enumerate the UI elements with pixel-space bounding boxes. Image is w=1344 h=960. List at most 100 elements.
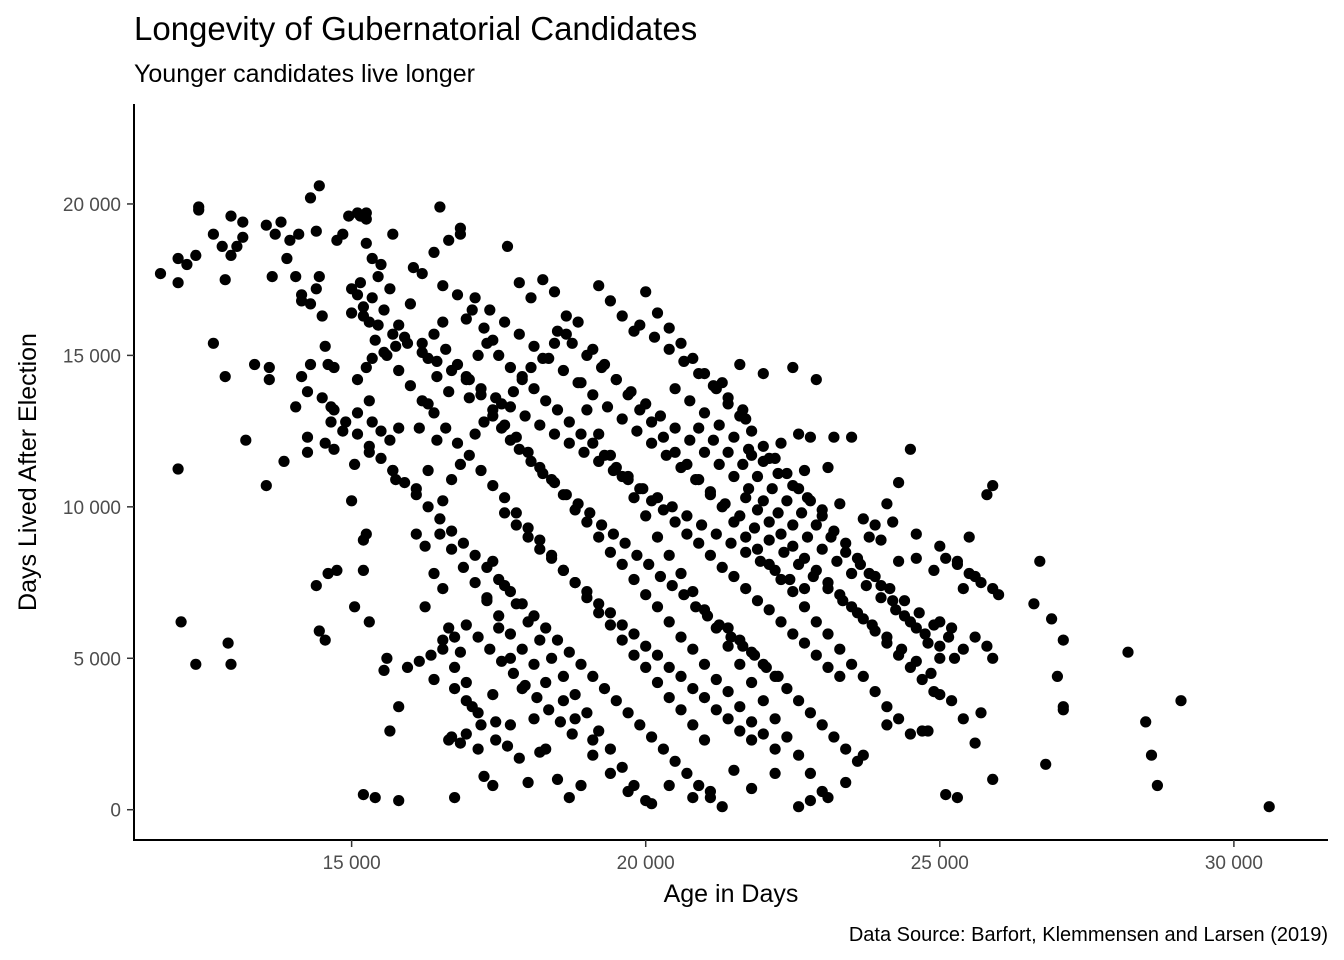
data-point — [604, 546, 617, 558]
data-point — [857, 613, 869, 625]
data-point — [928, 564, 940, 577]
data-point — [840, 776, 852, 789]
data-point — [446, 364, 458, 377]
data-point — [534, 634, 546, 646]
data-point — [460, 619, 472, 631]
data-point — [640, 589, 652, 601]
data-point — [446, 543, 458, 555]
data-point — [975, 707, 987, 719]
data-point — [510, 519, 522, 531]
data-point — [560, 310, 572, 322]
data-point — [713, 419, 725, 431]
data-point — [581, 349, 593, 361]
data-point — [481, 337, 493, 349]
data-point — [407, 262, 419, 274]
y-tick-label: 5 000 — [73, 649, 121, 670]
data-point — [675, 704, 687, 716]
data-point — [572, 377, 584, 389]
data-point — [528, 713, 540, 725]
y-tick-label: 10 000 — [63, 498, 121, 519]
data-point — [646, 437, 658, 449]
data-point — [748, 522, 761, 534]
data-point — [704, 486, 717, 498]
data-point — [443, 734, 455, 746]
data-point — [357, 564, 369, 577]
data-point — [610, 374, 622, 386]
data-point — [1145, 749, 1158, 761]
data-point — [440, 422, 452, 434]
data-point — [434, 201, 446, 213]
data-point — [769, 767, 781, 780]
data-point — [816, 719, 828, 731]
data-point — [810, 519, 822, 531]
data-point — [454, 737, 466, 749]
data-point — [596, 519, 608, 531]
data-point — [734, 358, 746, 371]
data-point — [781, 467, 793, 480]
data-point — [746, 716, 758, 728]
data-point — [313, 180, 325, 192]
data-point — [675, 567, 687, 580]
data-point — [772, 507, 784, 519]
data-point — [681, 510, 693, 522]
data-point — [596, 361, 608, 374]
data-point — [860, 580, 872, 592]
data-point — [610, 461, 622, 474]
data-point — [534, 534, 546, 546]
data-point — [887, 595, 899, 607]
data-point — [490, 392, 502, 404]
data-point — [622, 785, 634, 798]
data-point — [472, 743, 484, 755]
data-point — [769, 564, 781, 577]
data-point — [475, 719, 487, 731]
data-point — [716, 801, 728, 813]
data-point — [487, 404, 499, 416]
data-point — [499, 419, 511, 431]
data-point — [275, 216, 287, 228]
data-point — [560, 328, 572, 340]
data-point — [854, 558, 867, 571]
data-point — [951, 792, 964, 804]
data-point — [422, 501, 434, 513]
data-point — [207, 228, 219, 240]
data-point — [593, 725, 605, 737]
data-point — [625, 386, 637, 398]
data-point — [681, 528, 693, 540]
data-point — [237, 216, 249, 228]
data-point — [366, 252, 378, 265]
data-point — [587, 734, 599, 746]
data-point — [946, 622, 958, 634]
data-point — [981, 640, 993, 652]
data-point — [501, 740, 514, 752]
data-point — [328, 404, 340, 416]
data-point — [304, 358, 317, 371]
data-point — [225, 210, 237, 222]
data-point — [522, 531, 534, 543]
data-point — [787, 628, 799, 640]
data-point — [604, 607, 617, 619]
data-point — [390, 474, 402, 486]
data-point — [804, 767, 817, 780]
data-point — [269, 228, 281, 240]
data-point — [581, 404, 593, 416]
data-point — [437, 583, 449, 595]
data-point — [763, 534, 775, 546]
data-point — [881, 701, 893, 713]
data-point — [616, 413, 628, 425]
data-point — [710, 704, 722, 716]
data-point — [1140, 716, 1152, 728]
data-point — [328, 443, 340, 455]
data-point — [431, 355, 443, 367]
data-point — [499, 316, 511, 328]
data-point — [372, 319, 384, 331]
data-point — [490, 734, 502, 746]
data-point — [472, 631, 484, 643]
data-point — [563, 646, 575, 658]
data-point — [563, 437, 575, 449]
data-point — [875, 592, 887, 604]
data-point — [548, 286, 561, 298]
data-point — [940, 552, 952, 564]
data-point — [781, 731, 793, 743]
data-point — [846, 431, 858, 443]
data-point — [331, 564, 343, 577]
